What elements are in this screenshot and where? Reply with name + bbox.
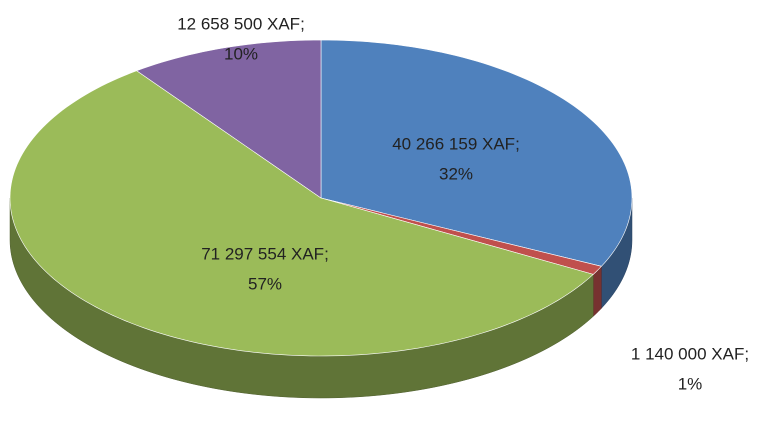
data-label: 12 658 500 XAF; (177, 14, 305, 33)
data-label: 1% (678, 374, 703, 393)
slice-side (593, 265, 602, 317)
data-label: 57% (248, 274, 282, 293)
data-label: 1 140 000 XAF; (631, 344, 749, 363)
data-label: 32% (439, 164, 473, 183)
slice (136, 39, 322, 199)
data-label: 71 297 554 XAF; (201, 244, 329, 263)
slice (320, 39, 633, 267)
data-label: 40 266 159 XAF; (392, 134, 520, 153)
data-label: 10% (224, 44, 258, 63)
slice (9, 70, 594, 357)
